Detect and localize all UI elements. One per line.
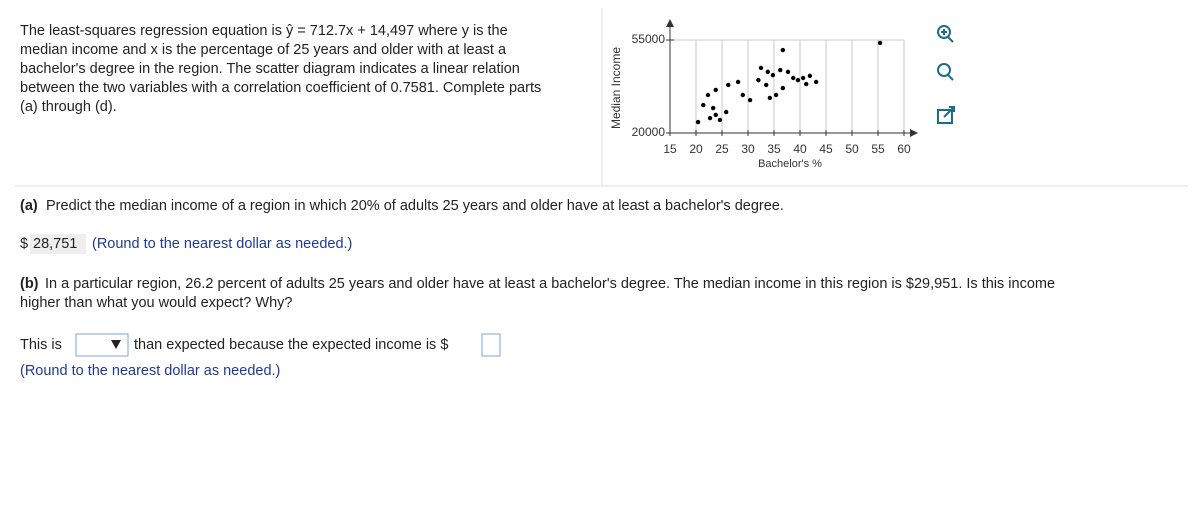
point [747,97,753,103]
y-tick-label: 55000 [632,32,666,46]
part-b-question: In a particular region, 26.2 percent of … [45,276,1055,292]
popout-icon[interactable] [937,106,955,124]
round-note: (Round to the nearest dollar as needed.) [92,236,352,252]
intro-line: bachelor's degree in the region. The sca… [20,61,520,77]
point [710,105,716,111]
part-b-label: (b) [20,276,39,292]
x-axis-title: Bachelor's % [758,158,822,170]
point [713,87,718,93]
y-tick-label: 20000 [632,125,666,139]
point [705,92,711,98]
chart: Median Income Bachelor's % 15 20 25 30 35 40 4… [609,19,918,170]
x-tick-label: 55 [871,142,885,156]
x-tick-label: 45 [819,142,833,156]
x-tick-label: 30 [741,142,755,156]
point [764,82,769,88]
point [765,69,770,75]
part-a-question: Predict the median income of a region in… [46,198,784,214]
part-a-label: (a) [20,198,38,214]
income-input[interactable] [481,333,501,357]
x-tick-label: 35 [767,142,781,156]
zoom-in-icon[interactable] [937,25,954,43]
point [780,85,786,91]
point [767,95,773,101]
point [717,117,723,123]
point [707,115,713,121]
x-tick-label: 15 [663,142,677,156]
x-tick-label: 20 [689,142,703,156]
intro-line: The least-squares regression equation is… [20,23,508,39]
y-axis-arrow [666,19,674,27]
point [778,67,783,73]
intro-line: between the two variables with a correla… [20,80,541,96]
part-a-answer: 28,751 [33,236,77,252]
point [804,81,809,87]
point [785,69,791,75]
point [758,65,764,71]
currency: $ [20,236,28,252]
point [807,73,813,79]
point [740,92,745,98]
y-axis-title: Median Income [609,47,623,129]
part-b-question: higher than what you would expect? Why? [20,295,292,311]
dropdown-arrow [111,340,121,349]
x-axis-arrow [910,129,918,137]
point [701,102,706,108]
dropdown[interactable] [75,333,129,357]
point [877,40,883,46]
x-tick-label: 60 [897,142,911,156]
point [800,75,806,81]
intro-line: median income and x is the percentage of… [20,42,507,58]
point [773,92,779,98]
x-tick-label: 50 [845,142,859,156]
intro-line: (a) through (d). [20,99,117,115]
x-tick-label: 40 [793,142,807,156]
point [756,77,761,83]
point [791,75,796,81]
middle-text: than expected because the expected incom… [134,337,448,353]
point [695,119,701,125]
point [726,82,731,88]
point [723,109,729,115]
prefix: This is [20,337,62,353]
answer-box [30,234,86,254]
point [735,79,741,85]
intro: The least-squares regression equation is… [20,23,541,115]
x-tick-label: 25 [715,142,729,156]
point [795,77,801,83]
zoom-out-icon[interactable] [937,63,954,81]
point [713,112,718,118]
point [813,79,819,85]
point [770,72,776,78]
point [780,47,786,53]
round-note: (Round to the nearest dollar as needed.) [20,363,280,379]
